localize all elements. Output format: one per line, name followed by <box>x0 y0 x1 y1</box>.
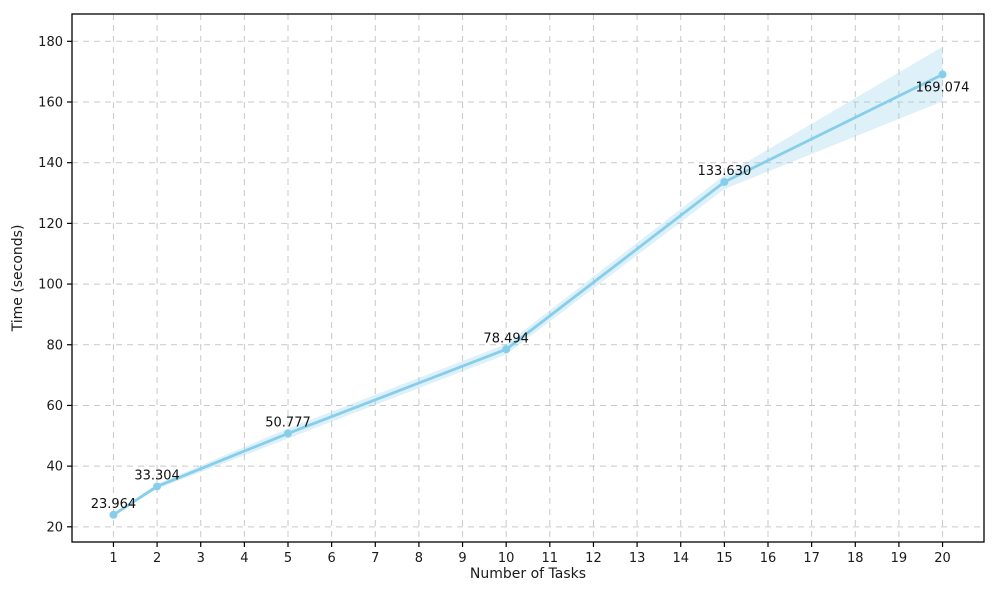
x-tick-label: 16 <box>760 551 777 566</box>
x-tick-label: 12 <box>585 551 602 566</box>
x-tick-label: 1 <box>109 551 117 566</box>
point-value-label: 78.494 <box>483 331 529 346</box>
series-line <box>112 73 944 517</box>
x-tick-label: 2 <box>153 551 161 566</box>
x-tick-label: 9 <box>458 551 466 566</box>
x-tick-label: 10 <box>498 551 515 566</box>
y-tick-label: 140 <box>38 156 63 171</box>
x-tick-label: 3 <box>197 551 205 566</box>
x-tick-label: 5 <box>284 551 292 566</box>
y-tick-label: 40 <box>46 460 63 475</box>
point-value-label: 133.630 <box>697 164 751 179</box>
confidence-band-layer <box>113 46 943 516</box>
x-axis-label: Number of Tasks <box>470 566 586 582</box>
grid-layer <box>72 14 984 542</box>
data-point-marker <box>109 510 118 519</box>
point-value-label: 33.304 <box>134 468 180 483</box>
x-tick-label: 17 <box>803 551 820 566</box>
point-value-label: 169.074 <box>916 80 970 95</box>
line-series-layer <box>109 70 947 519</box>
y-axis-label: Time (seconds) <box>10 225 26 333</box>
x-tick-label: 15 <box>716 551 733 566</box>
point-value-label: 50.777 <box>265 415 311 430</box>
y-tick-label: 60 <box>46 399 63 414</box>
x-tick-label: 18 <box>847 551 864 566</box>
point-annotation-layer: 23.964 33.304 50.777 78.494 133.630 169.074 <box>91 80 970 511</box>
y-tick-label: 100 <box>38 278 63 293</box>
confidence-band <box>113 46 943 516</box>
x-tick-label: 13 <box>629 551 646 566</box>
plot-border <box>71 13 985 543</box>
x-tick-label: 4 <box>240 551 248 566</box>
data-point-marker <box>502 345 511 354</box>
x-tick-label: 11 <box>542 551 559 566</box>
y-tick-label: 20 <box>46 520 63 535</box>
data-point-marker <box>938 70 947 79</box>
x-tick-label: 19 <box>891 551 908 566</box>
data-point-marker <box>284 429 292 438</box>
x-tick-label: 14 <box>672 551 689 566</box>
x-tick-label: 6 <box>327 551 335 566</box>
data-point-marker <box>153 482 162 491</box>
x-tick-label: 7 <box>371 551 379 566</box>
y-tick-label: 180 <box>38 35 63 50</box>
y-tick-label: 120 <box>38 217 63 232</box>
y-tick-label: 160 <box>38 96 63 111</box>
point-value-label: 23.964 <box>91 497 137 512</box>
axis-layer: 1 2 3 4 5 6 7 8 9 10 11 12 13 14 15 16 17 18 19 20204060801… <box>38 13 985 566</box>
y-tick-label: 80 <box>46 338 63 353</box>
x-tick-label: 8 <box>415 551 423 566</box>
data-point-marker <box>720 178 729 187</box>
x-tick-label: 20 <box>934 551 951 566</box>
